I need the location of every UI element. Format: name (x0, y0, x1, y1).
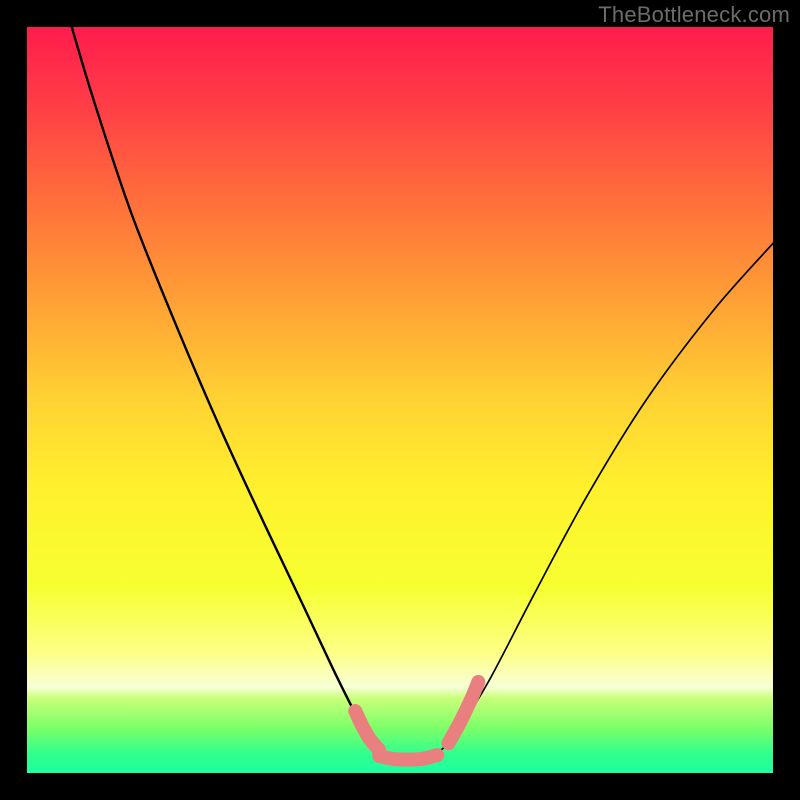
gradient-background (27, 27, 773, 773)
overlay-segment-1 (379, 755, 437, 759)
watermark-text: TheBottleneck.com (598, 2, 790, 28)
chart-svg (27, 27, 773, 773)
plot-area (27, 27, 773, 773)
figure-root: TheBottleneck.com (0, 0, 800, 800)
